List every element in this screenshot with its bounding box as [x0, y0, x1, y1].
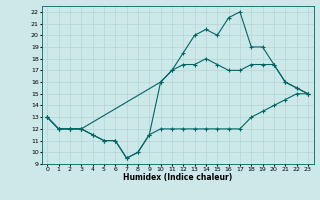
- X-axis label: Humidex (Indice chaleur): Humidex (Indice chaleur): [123, 173, 232, 182]
